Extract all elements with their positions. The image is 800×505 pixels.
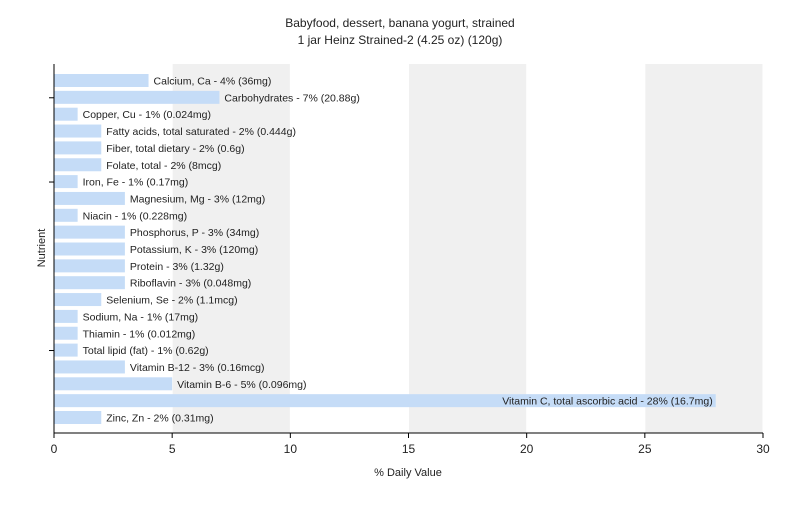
bar-label: Carbohydrates - 7% (20.88g) xyxy=(224,92,359,104)
bar xyxy=(54,360,125,374)
bar xyxy=(54,377,173,391)
bar xyxy=(54,90,220,104)
bar-label: Protein - 3% (1.32g) xyxy=(130,261,224,273)
x-tick-label: 5 xyxy=(169,442,176,456)
x-tick-label: 30 xyxy=(756,442,770,456)
y-axis-label: Nutrient xyxy=(36,229,48,268)
bar xyxy=(54,293,102,307)
bar-label: Vitamin B-12 - 3% (0.16mcg) xyxy=(130,362,265,374)
bar-label: Fatty acids, total saturated - 2% (0.444… xyxy=(106,126,296,138)
bar-label: Magnesium, Mg - 3% (12mg) xyxy=(130,193,265,205)
bar xyxy=(54,343,78,357)
bar xyxy=(54,394,716,408)
grid-band xyxy=(172,64,291,433)
bar-label: Fiber, total dietary - 2% (0.6g) xyxy=(106,143,244,155)
bar-label: Vitamin B-6 - 5% (0.096mg) xyxy=(177,379,306,391)
bar-label: Selenium, Se - 2% (1.1mcg) xyxy=(106,295,237,307)
bar-label: Vitamin C, total ascorbic acid - 28% (16… xyxy=(502,396,712,408)
bar-label: Sodium, Na - 1% (17mg) xyxy=(83,311,199,323)
bar xyxy=(54,107,78,121)
bar xyxy=(54,191,125,205)
bar xyxy=(54,411,102,424)
bar-label: Potassium, K - 3% (120mg) xyxy=(130,244,258,256)
x-axis-label: % Daily Value xyxy=(374,467,442,479)
grid-band xyxy=(644,64,763,433)
bar xyxy=(54,225,125,239)
bar-label: Niacin - 1% (0.228mg) xyxy=(83,210,187,222)
bar-label: Phosphorus, P - 3% (34mg) xyxy=(130,227,259,239)
bar xyxy=(54,309,78,323)
bar xyxy=(54,141,102,155)
bar-label: Folate, total - 2% (8mcg) xyxy=(106,160,221,172)
grid-band xyxy=(408,64,527,433)
bar xyxy=(54,158,102,172)
x-tick-label: 10 xyxy=(284,442,298,456)
bar-label: Calcium, Ca - 4% (36mg) xyxy=(154,76,272,88)
bar xyxy=(54,208,78,222)
bar xyxy=(54,74,149,87)
bar-label: Total lipid (fat) - 1% (0.62g) xyxy=(83,345,209,357)
bar xyxy=(54,242,125,256)
x-tick-label: 0 xyxy=(51,442,58,456)
x-tick-label: 20 xyxy=(520,442,534,456)
bar-label: Iron, Fe - 1% (0.17mg) xyxy=(83,177,189,189)
bar-label: Riboflavin - 3% (0.048mg) xyxy=(130,278,251,290)
x-tick-label: 25 xyxy=(638,442,652,456)
bar xyxy=(54,326,78,340)
bar xyxy=(54,259,125,273)
bar-label: Zinc, Zn - 2% (0.31mg) xyxy=(106,413,213,425)
chart-title: Babyfood, dessert, banana yogurt, strain… xyxy=(285,16,514,30)
bar xyxy=(54,276,125,290)
chart-subtitle: 1 jar Heinz Strained-2 (4.25 oz) (120g) xyxy=(298,33,503,47)
bar-label: Copper, Cu - 1% (0.024mg) xyxy=(83,109,211,121)
bar-label: Thiamin - 1% (0.012mg) xyxy=(83,328,196,340)
bar xyxy=(54,124,102,138)
x-tick-label: 15 xyxy=(402,442,416,456)
bar xyxy=(54,175,78,189)
